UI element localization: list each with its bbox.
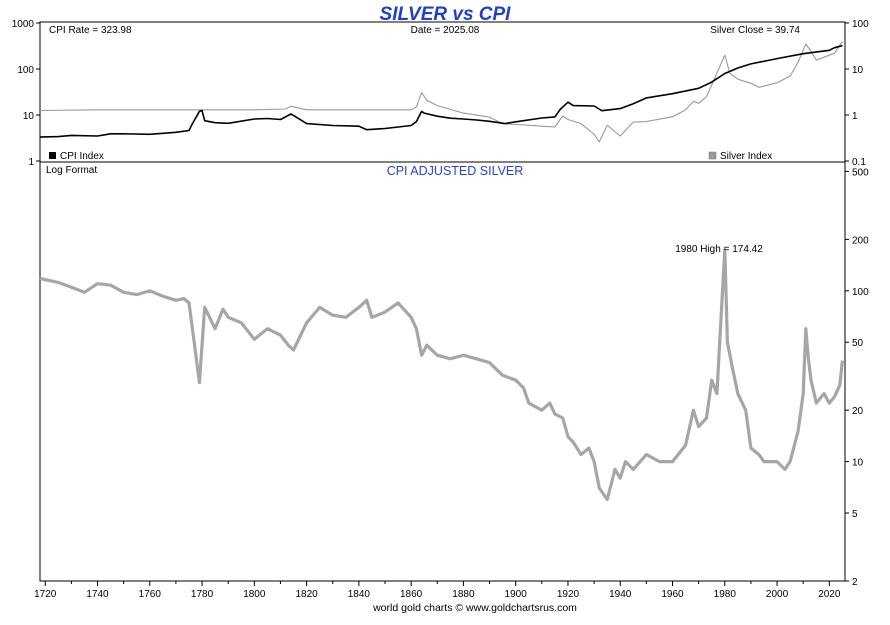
bottom-panel-title: CPI ADJUSTED SILVER xyxy=(387,164,524,178)
top-left-tick-label: 10 xyxy=(23,111,35,122)
cpi-adjusted-silver-line xyxy=(39,247,844,502)
x-tick-label: 1760 xyxy=(139,589,162,600)
x-tick-label: 1860 xyxy=(400,589,423,600)
top-right-tick-label: 100 xyxy=(852,19,869,30)
legend-cpi-swatch xyxy=(49,152,56,159)
cpi-index-line xyxy=(39,44,843,138)
x-tick-label: 1980 xyxy=(714,589,737,600)
top-panel-frame xyxy=(39,21,846,163)
bottom-tick-label: 50 xyxy=(852,338,864,349)
chart-title: SILVER vs CPI xyxy=(380,4,512,25)
top-left-tick-label: 1000 xyxy=(12,19,35,30)
top-panel: CPI Rate = 323.98 Date = 2025.08 Silver … xyxy=(12,19,869,168)
1980-high-annotation: 1980 High = 174.42 xyxy=(675,244,763,255)
legend-silver-label: Silver Index xyxy=(720,151,772,162)
log-format-label: Log Format xyxy=(46,165,97,176)
x-tick-label: 1780 xyxy=(191,589,214,600)
top-series-group xyxy=(39,41,843,143)
chart-header: SILVER vs CPI xyxy=(380,4,512,25)
x-tick-label: 1960 xyxy=(661,589,684,600)
bottom-tick-label: 10 xyxy=(852,458,864,469)
top-right-tick-label: 10 xyxy=(852,65,864,76)
bottom-right-axis: 2 5 10 20 50 100 200 500 xyxy=(845,167,869,588)
x-tick-label: 2020 xyxy=(818,589,841,600)
legend-silver-index: Silver Index xyxy=(708,151,772,162)
top-left-axis: 1 10 100 1000 xyxy=(12,19,40,168)
legend-cpi-index: CPI Index xyxy=(49,151,104,162)
silver-close-label: Silver Close = 39.74 xyxy=(710,25,800,36)
x-tick-label: 1840 xyxy=(348,589,371,600)
silver-index-line xyxy=(39,41,843,143)
bottom-tick-label: 5 xyxy=(852,509,858,520)
x-tick-label: 1880 xyxy=(452,589,475,600)
date-label: Date = 2025.08 xyxy=(411,25,480,36)
top-right-tick-label: 1 xyxy=(852,111,858,122)
x-tick-label: 1900 xyxy=(505,589,528,600)
cpi-rate-label: CPI Rate = 323.98 xyxy=(49,25,132,36)
bottom-tick-label: 20 xyxy=(852,406,864,417)
bottom-panel: Log Format CPI ADJUSTED SILVER 2 5 10 20 50 1… xyxy=(34,161,869,600)
bottom-tick-label: 200 xyxy=(852,235,869,246)
x-tick-label: 1720 xyxy=(34,589,57,600)
bottom-tick-label: 2 xyxy=(852,577,858,588)
top-left-tick-label: 1 xyxy=(28,157,34,168)
legend-silver-swatch xyxy=(708,151,717,160)
bottom-series-group xyxy=(39,247,844,502)
x-tick-label: 1920 xyxy=(557,589,580,600)
top-left-tick-label: 100 xyxy=(17,65,34,76)
x-tick-label: 1800 xyxy=(243,589,266,600)
legend-cpi-label: CPI Index xyxy=(60,151,104,162)
x-tick-label: 1820 xyxy=(295,589,318,600)
bottom-tick-label: 100 xyxy=(852,287,869,298)
x-tick-label: 1740 xyxy=(86,589,109,600)
x-axis: 1720 1740 1760 1780 1800 1820 1840 1860 1880 1900… xyxy=(34,581,841,600)
top-right-tick-label: 0.1 xyxy=(852,157,866,168)
x-tick-label: 2000 xyxy=(766,589,789,600)
bottom-panel-frame xyxy=(39,161,846,582)
bottom-tick-label: 500 xyxy=(852,167,869,178)
footer-credit: world gold charts © www.goldchartsrus.co… xyxy=(372,602,577,614)
top-right-axis: 0.1 1 10 100 xyxy=(845,19,869,168)
x-tick-label: 1940 xyxy=(609,589,632,600)
